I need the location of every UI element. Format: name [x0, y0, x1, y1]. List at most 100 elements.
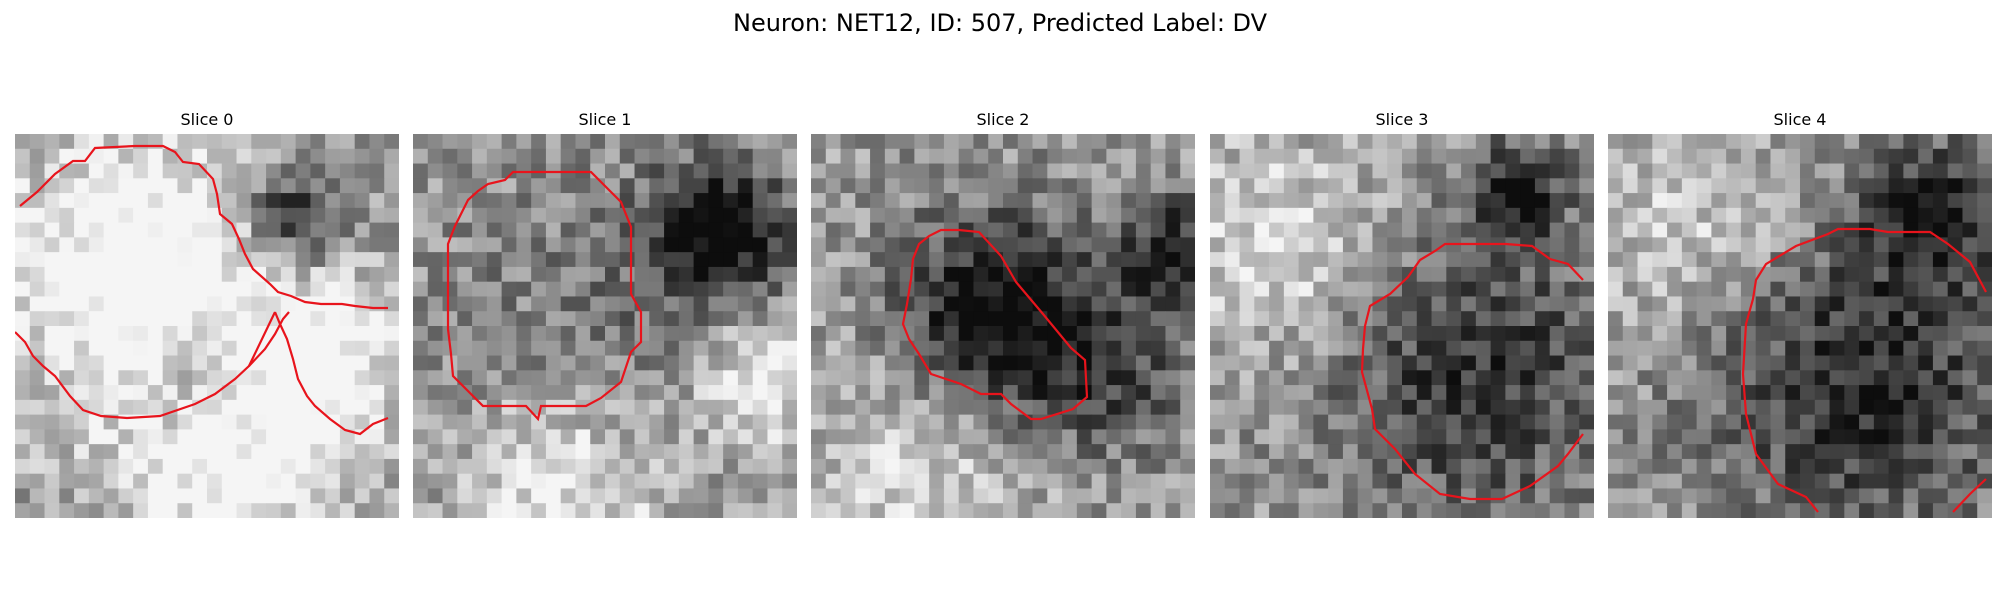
pixel [560, 355, 576, 371]
pixel [1549, 148, 1565, 164]
pixel [74, 340, 90, 356]
pixel [782, 178, 797, 194]
pixel [723, 207, 739, 224]
pixel [1740, 326, 1757, 342]
pixel [1106, 370, 1122, 386]
pixel [1106, 340, 1122, 356]
pixel [1431, 503, 1447, 518]
pixel [855, 444, 871, 460]
pixel [1298, 237, 1314, 253]
pixel [929, 429, 945, 445]
pixel [1254, 296, 1270, 312]
pixel [1298, 370, 1314, 386]
pixel [825, 134, 841, 150]
pixel [634, 458, 650, 475]
pixel [1342, 281, 1359, 297]
pixel [1328, 444, 1344, 460]
pixel [1416, 355, 1432, 371]
pixel [1121, 399, 1137, 416]
pixel [752, 207, 768, 224]
pixel [1180, 503, 1195, 518]
pixel [870, 163, 886, 179]
pixel [29, 193, 45, 209]
pixel [59, 237, 75, 253]
pixel [1622, 370, 1638, 386]
pixel [1579, 237, 1594, 253]
pixel [1062, 326, 1078, 342]
pixel [1106, 296, 1122, 312]
pixel [133, 370, 149, 386]
pixel [870, 148, 886, 164]
pixel [1298, 222, 1314, 238]
pixel [1003, 340, 1019, 356]
pixel [752, 503, 768, 518]
pixel [649, 370, 665, 386]
pixel [1047, 503, 1063, 518]
pixel [486, 355, 503, 371]
pixel [1490, 252, 1506, 268]
pixel [1696, 414, 1712, 430]
pixel [1873, 370, 1890, 386]
pixel [855, 399, 871, 416]
pixel [74, 488, 90, 504]
pixel [575, 237, 591, 253]
pixel [413, 222, 429, 238]
pixel [855, 266, 871, 283]
pixel [1859, 163, 1875, 179]
pixel [545, 370, 562, 386]
pixel [1254, 355, 1270, 371]
pixel [1239, 473, 1255, 489]
pixel [1622, 266, 1638, 283]
pixel [1549, 429, 1565, 445]
pixel [280, 237, 297, 253]
pixel [1652, 281, 1668, 297]
pixel [1859, 237, 1875, 253]
pixel [1342, 134, 1359, 150]
pixel [15, 266, 31, 283]
pixel [118, 370, 134, 386]
pixel [118, 503, 134, 518]
pixel [1387, 326, 1403, 342]
pixel [1224, 252, 1240, 268]
pixel [914, 326, 930, 342]
pixel [1357, 266, 1373, 283]
pixel [1062, 163, 1078, 179]
pixel [280, 429, 297, 445]
pixel [369, 355, 385, 371]
pixel [1150, 222, 1166, 238]
pixel [486, 399, 503, 416]
pixel [1859, 414, 1875, 430]
pixel [1549, 311, 1565, 327]
pixel [1652, 193, 1668, 209]
pixel [973, 458, 989, 475]
pixel [884, 370, 901, 386]
pixel [1770, 296, 1786, 312]
pixel [782, 370, 797, 386]
pixel [310, 429, 326, 445]
pixel [1579, 281, 1594, 297]
pixel [958, 429, 974, 445]
pixel [752, 370, 768, 386]
pixel [177, 193, 193, 209]
pixel [472, 311, 488, 327]
pixel [634, 237, 650, 253]
pixel [369, 222, 385, 238]
pixel [251, 134, 267, 150]
pixel [74, 414, 90, 430]
pixel [88, 178, 105, 194]
pixel [280, 193, 297, 209]
pixel [958, 237, 974, 253]
pixel [678, 340, 695, 356]
pixel [619, 473, 635, 489]
pixel [516, 370, 532, 386]
pixel [531, 296, 547, 312]
pixel [162, 385, 178, 401]
pixel [413, 414, 429, 430]
pixel [486, 444, 503, 460]
pixel [575, 414, 591, 430]
pixel [74, 370, 90, 386]
pixel [840, 193, 856, 209]
pixel [1121, 429, 1137, 445]
pixel [693, 311, 709, 327]
pixel [1622, 163, 1638, 179]
